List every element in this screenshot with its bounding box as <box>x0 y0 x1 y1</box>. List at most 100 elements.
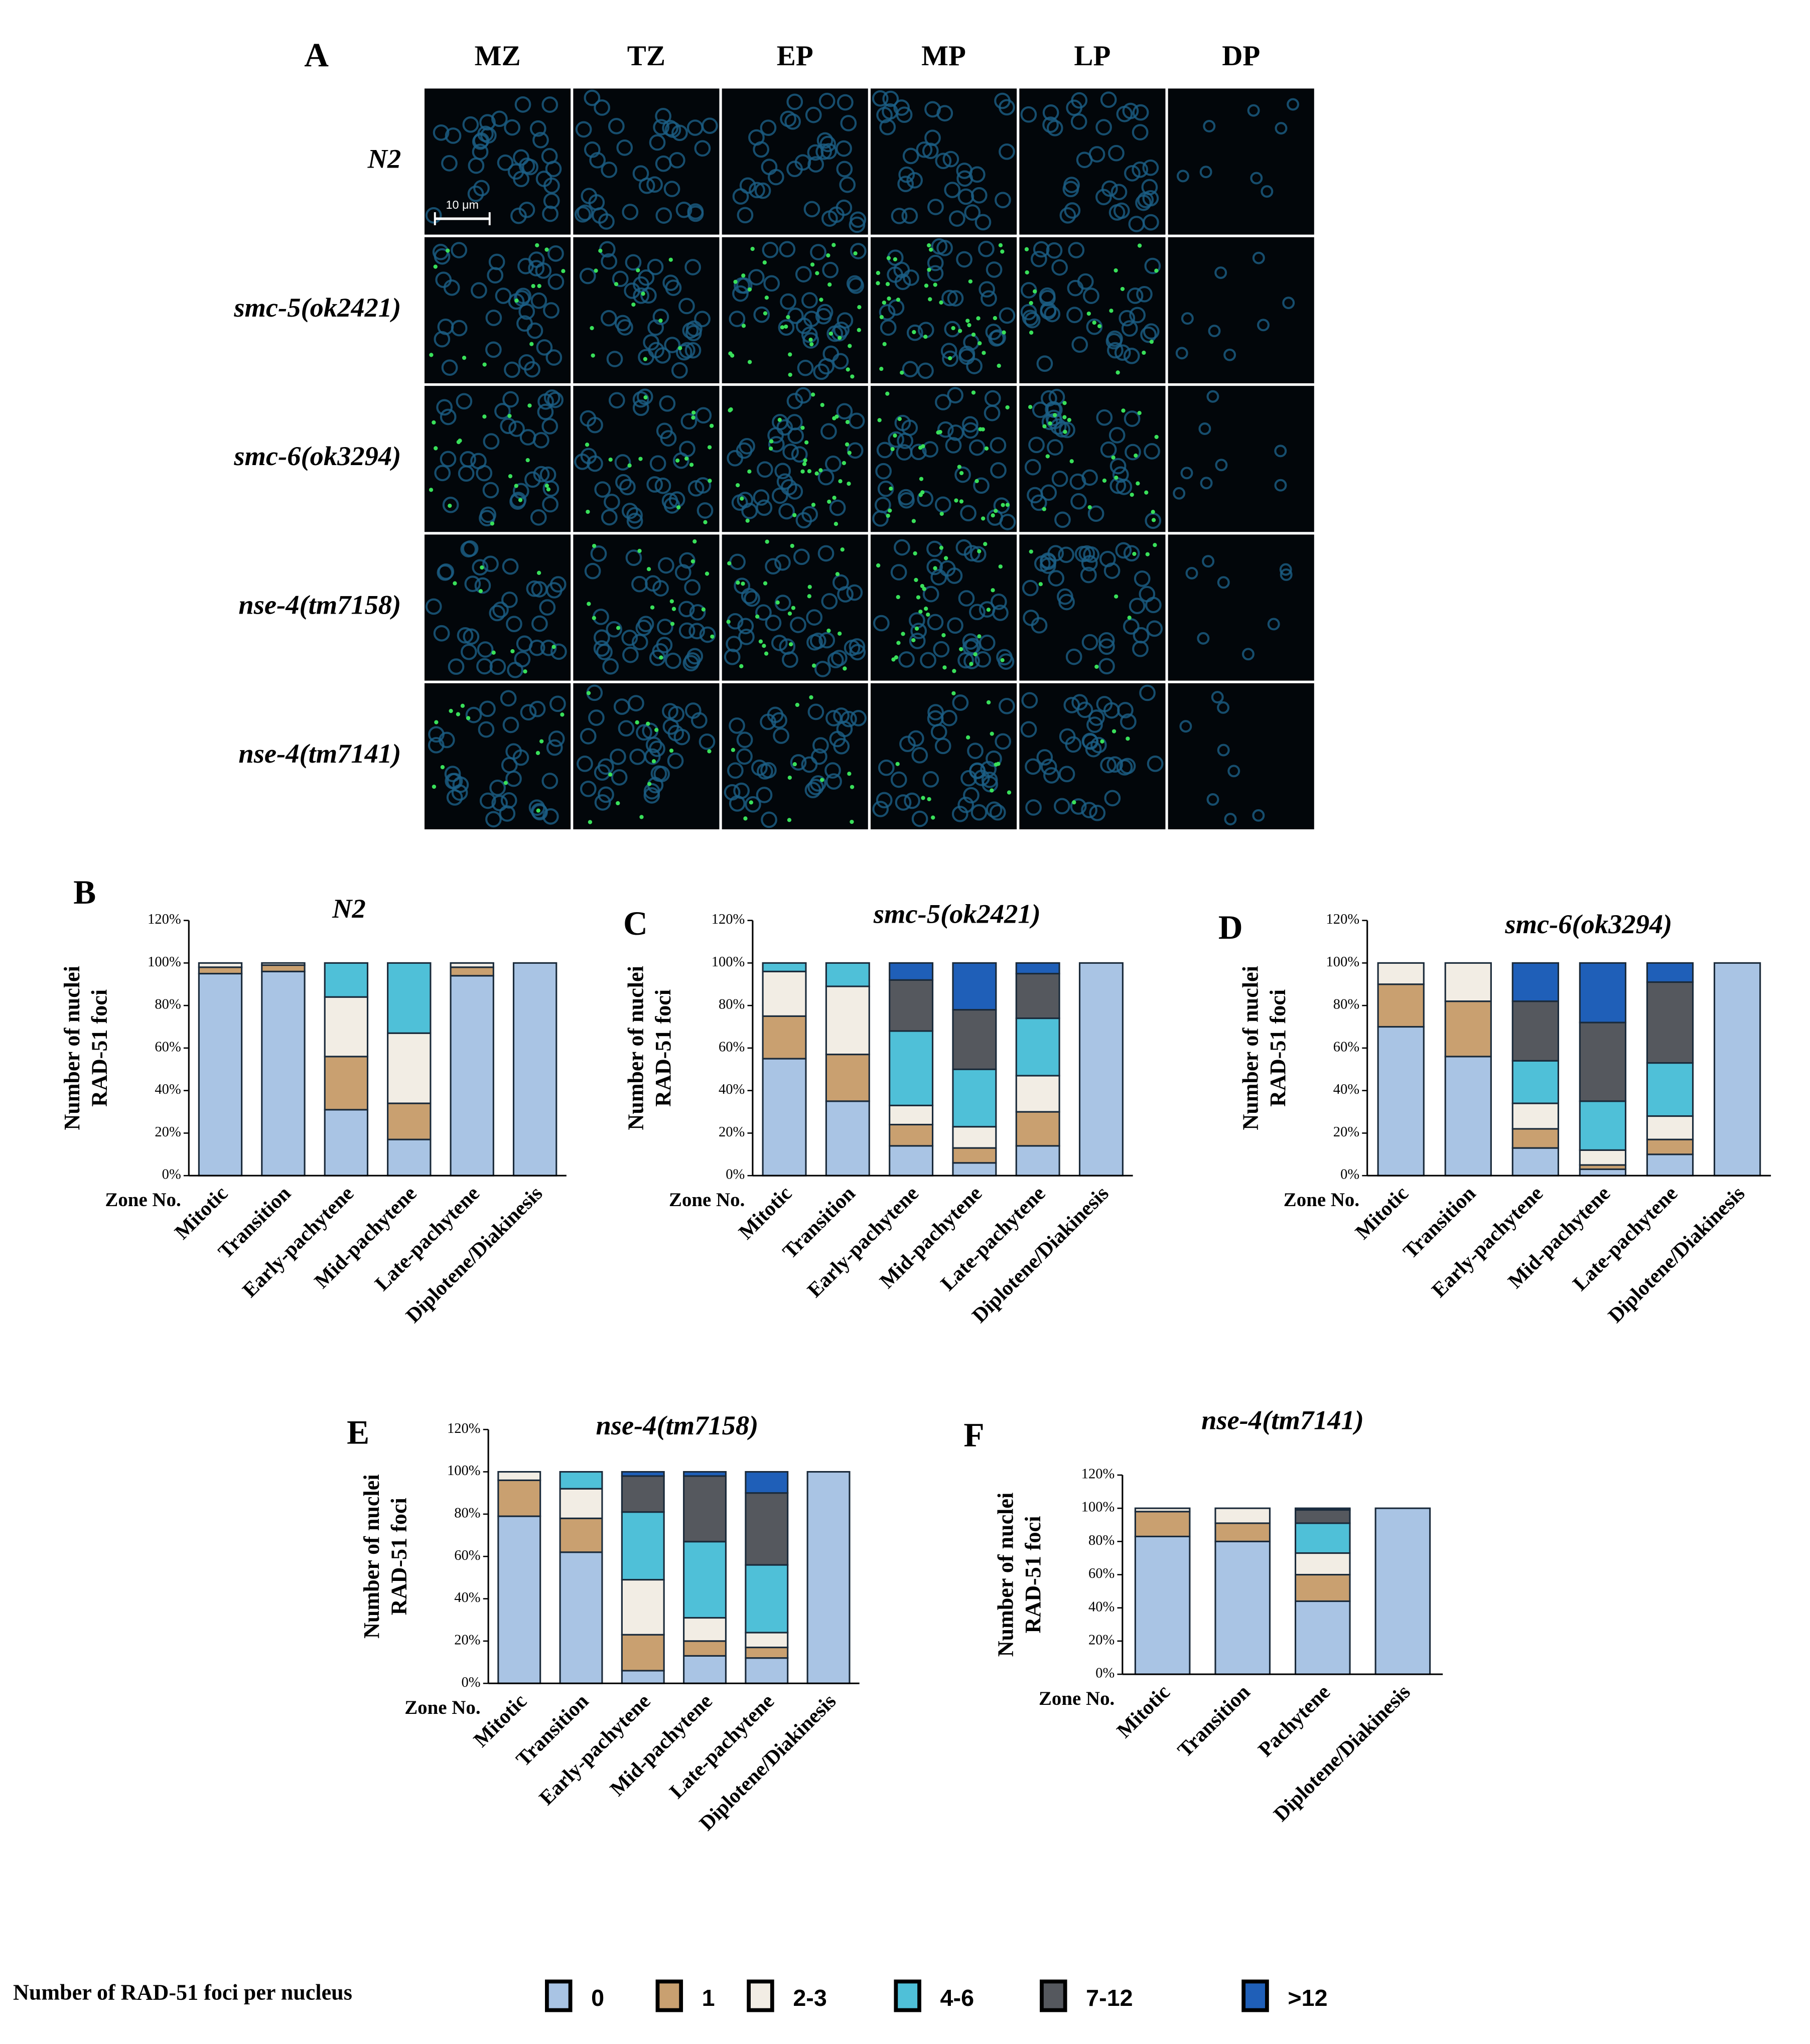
rad51-focus <box>831 243 836 247</box>
nucleus <box>672 452 689 469</box>
rad51-focus <box>893 257 898 261</box>
nucleus <box>492 601 509 618</box>
y-tick-label: 40% <box>155 1082 181 1097</box>
nucleus <box>497 154 514 171</box>
nucleus <box>902 361 919 378</box>
nucleus <box>1095 119 1112 135</box>
nucleus <box>1025 758 1041 775</box>
nucleus <box>801 756 818 773</box>
nucleus <box>1100 441 1117 458</box>
nucleus <box>436 399 453 416</box>
bar-segment <box>1646 1115 1694 1140</box>
rad51-focus <box>769 439 774 444</box>
nucleus <box>1066 307 1083 324</box>
nucleus <box>1039 289 1056 307</box>
rad51-focus <box>827 499 831 504</box>
rad51-focus <box>544 247 549 252</box>
rad51-focus <box>731 748 736 752</box>
nucleus <box>1064 202 1081 219</box>
nucleus <box>1028 436 1045 454</box>
nucleus <box>675 201 692 218</box>
nucleus <box>541 773 559 789</box>
bar-segment <box>1511 1147 1560 1177</box>
rad51-focus <box>608 772 613 777</box>
rad51-focus <box>886 513 890 518</box>
rad51-focus <box>739 664 744 668</box>
rad51-focus <box>885 391 890 396</box>
nucleus <box>1200 477 1213 490</box>
nucleus <box>872 801 889 817</box>
nucleus <box>671 124 688 141</box>
rad51-focus <box>845 442 850 447</box>
rad51-focus <box>984 446 989 451</box>
nucleus <box>1282 297 1295 310</box>
nucleus <box>1088 709 1105 726</box>
rad51-focus <box>924 607 928 611</box>
bar-segment <box>1713 962 1761 1177</box>
nucleus <box>801 506 818 523</box>
nucleus <box>668 152 685 169</box>
nucleus <box>694 311 711 328</box>
nucleus <box>724 784 741 801</box>
nucleus <box>1206 390 1219 403</box>
y-axis-label: Number of nuclei <box>994 1493 1018 1657</box>
nucleus <box>646 476 663 493</box>
rad51-focus <box>708 479 712 483</box>
nucleus <box>1223 348 1236 361</box>
nucleus <box>678 622 695 639</box>
nucleus <box>930 569 947 586</box>
nucleus <box>805 106 822 123</box>
nucleus <box>1047 439 1063 456</box>
column-label: MZ <box>475 40 521 72</box>
nucleus <box>445 127 462 144</box>
nucleus <box>1124 165 1141 182</box>
nucleus <box>850 243 867 259</box>
rad51-focus <box>1145 552 1150 556</box>
bar-segment <box>1377 962 1425 985</box>
rad51-focus <box>990 788 994 793</box>
nucleus <box>848 412 865 429</box>
nucleus <box>697 502 714 519</box>
rad51-focus <box>514 299 519 303</box>
nucleus <box>927 710 944 727</box>
rad51-focus <box>768 446 773 451</box>
nucleus <box>795 318 812 334</box>
rad51-focus <box>764 651 769 656</box>
bar-segment <box>683 1541 727 1619</box>
nucleus <box>476 465 493 482</box>
nucleus <box>1051 259 1068 276</box>
nucleus <box>1071 694 1088 711</box>
bar-segment <box>1646 981 1694 1064</box>
nucleus <box>724 648 741 665</box>
nucleus <box>1144 443 1160 460</box>
bar-segment <box>825 1100 870 1177</box>
nucleus <box>933 641 950 658</box>
nucleus <box>807 156 824 173</box>
rad51-focus <box>586 691 591 695</box>
nucleus <box>831 650 848 666</box>
rad51-focus <box>527 403 532 408</box>
rad51-focus <box>503 781 508 785</box>
nucleus <box>849 644 866 661</box>
bar-segment <box>1579 962 1627 1024</box>
bar-segment <box>1377 1026 1425 1177</box>
rad51-focus <box>765 539 769 544</box>
bar-segment <box>952 1162 997 1177</box>
bar-segment <box>261 970 306 1177</box>
nucleus <box>1198 422 1211 435</box>
rad51-focus <box>927 797 931 802</box>
nucleus <box>1098 632 1115 649</box>
bar-segment <box>952 1009 997 1070</box>
rad51-focus <box>1000 249 1005 254</box>
nucleus <box>890 771 907 788</box>
nucleus <box>491 795 508 812</box>
nucleus <box>577 755 593 772</box>
rad51-focus <box>690 559 695 564</box>
nucleus <box>1134 570 1151 587</box>
rad51-focus <box>790 543 794 548</box>
rad51-focus <box>1087 505 1092 510</box>
nucleus <box>1098 658 1115 675</box>
rad51-focus <box>763 311 768 316</box>
nucleus <box>451 320 468 337</box>
nucleus <box>594 99 610 116</box>
